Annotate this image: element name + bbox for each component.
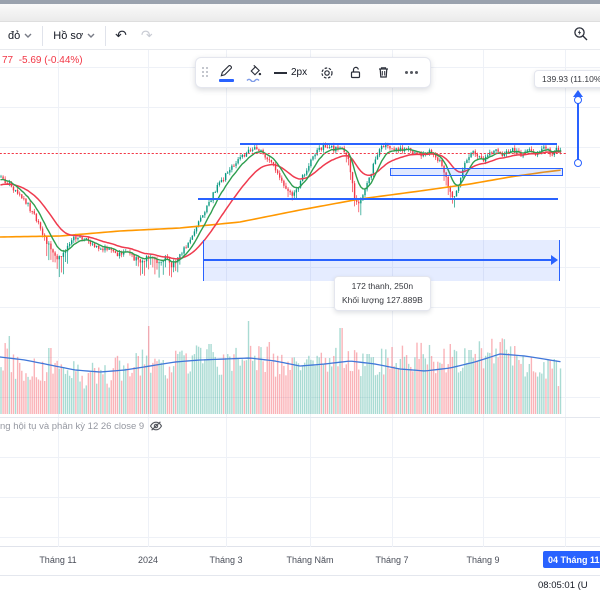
go-to-date-badge[interactable]: 04 Tháng 11 '2: [543, 551, 600, 568]
ellipsis-icon: [404, 71, 418, 74]
trash-icon: [378, 67, 388, 78]
browser-chrome-strip: [0, 4, 600, 22]
clock-readout: 08:05:01 (U: [538, 580, 588, 591]
indicator-legend-macd: ng hội tụ và phân kỳ 12 26 close 9: [0, 420, 163, 432]
delete-button[interactable]: [370, 60, 396, 86]
symbol-legend: 77 -5.69 (-0.44%): [2, 55, 83, 66]
app-toolbar: đỏ Hồ sơ ↶ ↷: [0, 22, 600, 50]
candlestick-chart-canvas[interactable]: [0, 50, 600, 547]
time-axis-label: Tháng Năm: [286, 555, 334, 565]
date-range-arrow-head: [551, 255, 558, 265]
time-axis-label: Tháng 11: [39, 555, 77, 565]
chart-pane: 77 -5.69 (-0.44%): [0, 50, 600, 547]
line-color-button[interactable]: [213, 60, 239, 86]
profile-dropdown[interactable]: Hồ sơ: [45, 24, 103, 48]
legend-price: 77: [2, 55, 14, 66]
price-range-measure-drawing[interactable]: [571, 90, 584, 167]
settings-button[interactable]: [314, 60, 340, 86]
quick-search-icon: [574, 27, 588, 41]
toolbar-separator: [105, 25, 107, 46]
legend-change: -5.69 (-0.44%): [18, 55, 83, 66]
price-range-bottom-handle[interactable]: [573, 159, 582, 167]
price-range-top-handle[interactable]: [573, 96, 582, 104]
range-measure-volume: Khối lượng 127.889B: [342, 294, 423, 305]
selected-fill-color-swatch: [246, 78, 260, 82]
horizontal-line-drawing-lower[interactable]: [198, 198, 558, 200]
undo-button[interactable]: ↶: [115, 27, 127, 43]
price-measure-value: 139.93 (11.10%) 1: [542, 74, 600, 84]
drag-handle[interactable]: [202, 67, 209, 78]
line-width-button[interactable]: 2px: [269, 67, 312, 78]
time-axis-label: Tháng 3: [209, 555, 243, 565]
indicator-label: ng hội tụ và phân kỳ 12 26 close 9: [0, 420, 145, 432]
date-range-arrow-shaft: [204, 259, 556, 261]
status-bar: 08:05:01 (U: [0, 575, 600, 600]
profile-dropdown-label: Hồ sơ: [53, 29, 84, 42]
date-range-measure-drawing[interactable]: [203, 240, 560, 281]
redo-button[interactable]: ↷: [140, 27, 153, 43]
time-axis-label: Tháng 7: [375, 555, 409, 565]
range-measure-bars: 172 thanh, 250n: [351, 281, 414, 291]
line-width-preview: [274, 71, 287, 74]
fill-color-button[interactable]: [241, 60, 267, 86]
floating-drawing-toolbar: 2px: [195, 57, 432, 88]
price-range-arrow-shaft: [577, 94, 579, 164]
gear-icon: [321, 66, 333, 79]
time-axis-label: 2024: [137, 555, 159, 565]
chevron-down-icon: [87, 33, 95, 38]
toolbar-separator: [42, 25, 44, 46]
price-measure-tooltip: 139.93 (11.10%) 1: [534, 70, 600, 88]
price-range-arrow-head: [573, 90, 583, 97]
line-width-label: 2px: [291, 67, 308, 78]
rectangle-drawing-middle[interactable]: [390, 168, 563, 176]
horizontal-line-drawing-upper[interactable]: [240, 143, 557, 145]
browser-top-strip: [0, 0, 600, 4]
time-axis-label: Tháng 9: [466, 555, 500, 565]
theme-dropdown-label: đỏ: [8, 29, 21, 42]
unlock-icon: [350, 66, 360, 79]
paint-bucket-icon: [249, 64, 261, 76]
quick-search-button[interactable]: [572, 25, 590, 43]
time-axis[interactable]: Tháng 11 2024 Tháng 3 Tháng Năm Tháng 7 Tháng…: [0, 547, 600, 575]
eye-slash-icon[interactable]: [149, 420, 163, 432]
selected-line-color-swatch: [218, 78, 234, 82]
theme-dropdown[interactable]: đỏ: [0, 24, 40, 48]
chevron-down-icon: [24, 33, 32, 38]
pencil-icon: [220, 64, 232, 76]
pane-separator[interactable]: [0, 417, 600, 418]
lock-button[interactable]: [342, 60, 368, 86]
more-options-button[interactable]: [398, 60, 424, 86]
range-measure-tooltip: 172 thanh, 250n Khối lượng 127.889B: [334, 276, 431, 312]
